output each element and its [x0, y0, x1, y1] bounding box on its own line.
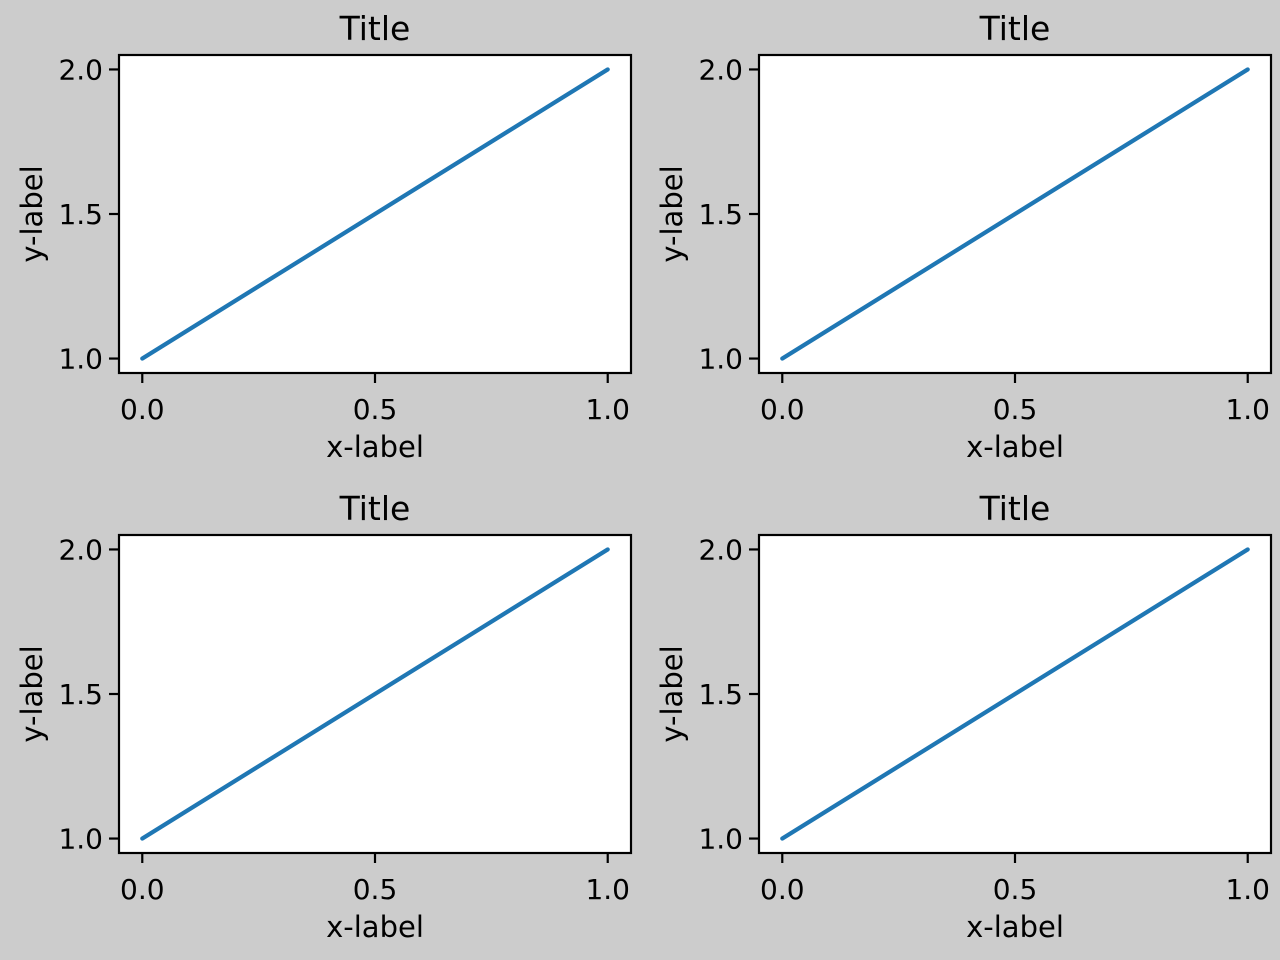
y-tick-label: 1.0 — [58, 823, 103, 856]
y-tick-label: 1.5 — [698, 198, 743, 231]
x-axis-label: x-label — [966, 910, 1064, 944]
y-axis-label: y-label — [655, 165, 689, 262]
x-axis-label: x-label — [326, 910, 424, 944]
subplot-top-right: Title 0.0 0.5 1.0 1.0 1.5 2.0 x-label y-label — [640, 0, 1280, 480]
x-tick-label: 1.0 — [1225, 873, 1270, 906]
x-tick-label: 1.0 — [1225, 393, 1270, 426]
subplot-canvas: Title 0.0 0.5 1.0 1.0 1.5 2.0 x-label y-label — [655, 489, 1273, 944]
data-line — [780, 67, 1250, 361]
subplot-canvas: Title 0.0 0.5 1.0 1.0 1.5 2.0 x-label y-label — [15, 9, 633, 464]
y-tick-label: 1.0 — [698, 343, 743, 376]
y-tick-label: 1.0 — [698, 823, 743, 856]
x-tick-label: 0.5 — [993, 873, 1038, 906]
plot-title: Title — [339, 489, 411, 528]
data-line — [140, 67, 610, 361]
y-tick-label: 1.5 — [58, 678, 103, 711]
x-tick-label: 0.0 — [120, 393, 165, 426]
y-axis-label: y-label — [15, 165, 49, 262]
y-tick-label: 1.5 — [58, 198, 103, 231]
y-tick-label: 2.0 — [58, 533, 103, 566]
subplot-bottom-right: Title 0.0 0.5 1.0 1.0 1.5 2.0 x-label y-label — [640, 480, 1280, 960]
y-tick-label: 2.0 — [698, 533, 743, 566]
subplot-canvas: Title 0.0 0.5 1.0 1.0 1.5 2.0 x-label y-label — [655, 9, 1273, 464]
x-tick-label: 0.5 — [353, 873, 398, 906]
x-tick-label: 0.0 — [760, 393, 805, 426]
x-tick-label: 0.5 — [993, 393, 1038, 426]
x-tick-label: 1.0 — [585, 393, 630, 426]
plot-title: Title — [339, 9, 411, 48]
x-tick-label: 0.5 — [353, 393, 398, 426]
y-tick-label: 1.5 — [698, 678, 743, 711]
x-tick-label: 0.0 — [760, 873, 805, 906]
data-line — [140, 547, 610, 841]
x-axis-label: x-label — [966, 430, 1064, 464]
y-tick-label: 2.0 — [58, 53, 103, 86]
plot-title: Title — [979, 9, 1051, 48]
subplot-top-left: Title 0.0 0.5 1.0 1.0 1.5 2.0 x-label y-label — [0, 0, 640, 480]
plot-title: Title — [979, 489, 1051, 528]
y-tick-label: 1.0 — [58, 343, 103, 376]
y-axis-label: y-label — [655, 645, 689, 742]
x-tick-label: 1.0 — [585, 873, 630, 906]
x-axis-label: x-label — [326, 430, 424, 464]
data-line — [780, 547, 1250, 841]
subplot-bottom-left: Title 0.0 0.5 1.0 1.0 1.5 2.0 x-label y-label — [0, 480, 640, 960]
subplot-canvas: Title 0.0 0.5 1.0 1.0 1.5 2.0 x-label y-label — [15, 489, 633, 944]
x-tick-label: 0.0 — [120, 873, 165, 906]
y-axis-label: y-label — [15, 645, 49, 742]
y-tick-label: 2.0 — [698, 53, 743, 86]
